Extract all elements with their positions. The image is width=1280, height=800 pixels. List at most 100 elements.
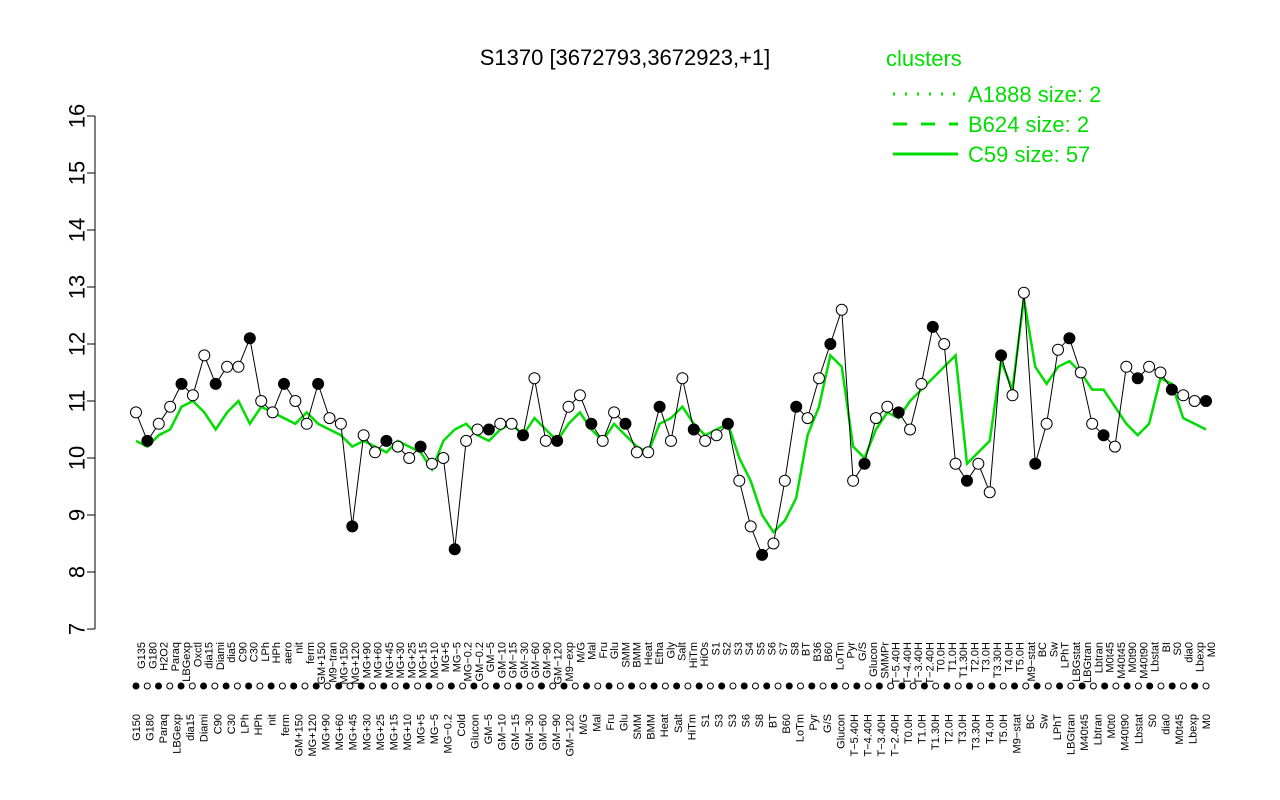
x-sample-marker (1112, 682, 1120, 690)
data-point (665, 434, 677, 447)
x-tick-label: Glu (609, 642, 621, 659)
x-tick-label: LBGtran (1066, 714, 1078, 755)
x-tick-label: T−3.40H (876, 714, 888, 757)
x-tick-label: MG−5 (429, 714, 441, 744)
x-tick-label: MG+10 (429, 642, 441, 678)
data-point (699, 434, 712, 447)
y-tick-label: 13 (65, 275, 90, 299)
x-sample-marker (1022, 682, 1030, 690)
x-sample-marker (819, 682, 827, 690)
x-sample-marker (177, 682, 185, 690)
x-tick-label: LPh (239, 714, 251, 734)
data-point (1188, 395, 1201, 407)
x-sample-marker (560, 682, 568, 690)
x-tick-label: MG+25 (406, 642, 418, 678)
x-tick-label: LPhT (1060, 642, 1072, 669)
x-tick-label: MG+30 (361, 714, 373, 750)
x-tick-label: S4 (744, 642, 756, 655)
data-point (767, 537, 780, 550)
legend-label: A1888 size: 2 (968, 82, 1101, 107)
x-tick-label: T0.0H (903, 714, 915, 744)
x-tick-label: GM−60 (530, 642, 542, 678)
x-sample-marker (1089, 682, 1097, 690)
data-point (312, 377, 325, 390)
y-tick-label: 12 (65, 332, 90, 356)
x-tick-label: S1 (700, 714, 712, 727)
x-tick-label: Lbtran (1093, 642, 1105, 673)
y-tick-label: 9 (65, 509, 90, 521)
x-tick-label: dia5 (226, 642, 238, 663)
x-sample-marker (853, 682, 861, 690)
x-sample-marker (278, 682, 286, 690)
x-tick-label: T−2.40H (924, 642, 936, 685)
x-tick-label: GM−30 (524, 714, 536, 750)
data-point (1154, 366, 1167, 379)
data-point (972, 457, 985, 470)
x-sample-marker (245, 682, 253, 690)
x-tick-label: T3.30H (971, 714, 983, 750)
x-tick-label: HPh (271, 642, 283, 663)
x-tick-label: BT (768, 714, 780, 728)
x-sample-marker (492, 682, 500, 690)
x-sample-marker (650, 682, 658, 690)
x-tick-label: LoTm (834, 642, 846, 670)
x-sample-marker (425, 682, 433, 690)
data-point (573, 389, 586, 402)
data-point (346, 520, 359, 533)
x-sample-marker (1123, 682, 1131, 690)
x-tick-label: S0 (1172, 642, 1184, 655)
x-tick-label: Sw (1038, 714, 1050, 729)
data-point (1108, 440, 1121, 453)
x-sample-marker (402, 682, 410, 690)
x-tick-label: G180 (147, 642, 159, 669)
data-point (858, 457, 871, 470)
x-sample-marker (323, 682, 331, 690)
data-point (232, 360, 245, 373)
x-sample-marker (988, 682, 996, 690)
data-point (198, 349, 211, 362)
x-tick-label: Lbstat (1133, 714, 1145, 744)
x-tick-label: T4.0H (1003, 642, 1015, 672)
x-tick-label: GM−15 (510, 714, 522, 750)
data-point (756, 548, 769, 561)
x-sample-marker (797, 682, 805, 690)
x-sample-marker (143, 682, 151, 690)
data-point (653, 400, 666, 413)
x-tick-label: C30 (249, 642, 261, 662)
x-sample-marker (346, 682, 354, 690)
x-tick-label: dia0 (1183, 642, 1195, 663)
x-sample-marker (256, 682, 264, 690)
data-point (1131, 372, 1144, 385)
x-tick-label: T−4.40H (902, 642, 914, 685)
x-sample-marker (639, 682, 647, 690)
x-sample-marker (504, 682, 512, 690)
data-point (801, 412, 814, 425)
x-tick-label: dia0 (1160, 714, 1172, 735)
x-tick-label: SMM (620, 642, 632, 668)
x-sample-marker (1044, 682, 1052, 690)
data-point (995, 349, 1008, 362)
x-tick-label: B36 (812, 642, 824, 662)
x-tick-label: GM+150 (316, 642, 328, 685)
data-point (778, 474, 791, 487)
data-point (1052, 343, 1065, 356)
data-point (733, 474, 746, 487)
x-tick-label: S5 (755, 642, 767, 655)
data-point (1086, 417, 1099, 430)
x-sample-marker (1157, 682, 1165, 690)
x-tick-label: MG+60 (334, 714, 346, 750)
data-point (562, 400, 575, 413)
x-tick-label: GM−10 (497, 714, 509, 750)
data-point (1006, 389, 1019, 402)
x-tick-label: S6 (767, 642, 779, 655)
data-point (414, 440, 427, 453)
x-tick-label: T−5.40H (891, 642, 903, 685)
x-tick-label: MG+5 (440, 642, 452, 672)
x-tick-label: Lbstat (1150, 642, 1162, 672)
data-point (1120, 360, 1133, 373)
x-tick-label: MG+5 (415, 714, 427, 744)
x-tick-label: Glucon (868, 642, 880, 677)
data-point (676, 372, 689, 385)
x-sample-marker (459, 682, 467, 690)
x-tick-label: MG+15 (388, 714, 400, 750)
